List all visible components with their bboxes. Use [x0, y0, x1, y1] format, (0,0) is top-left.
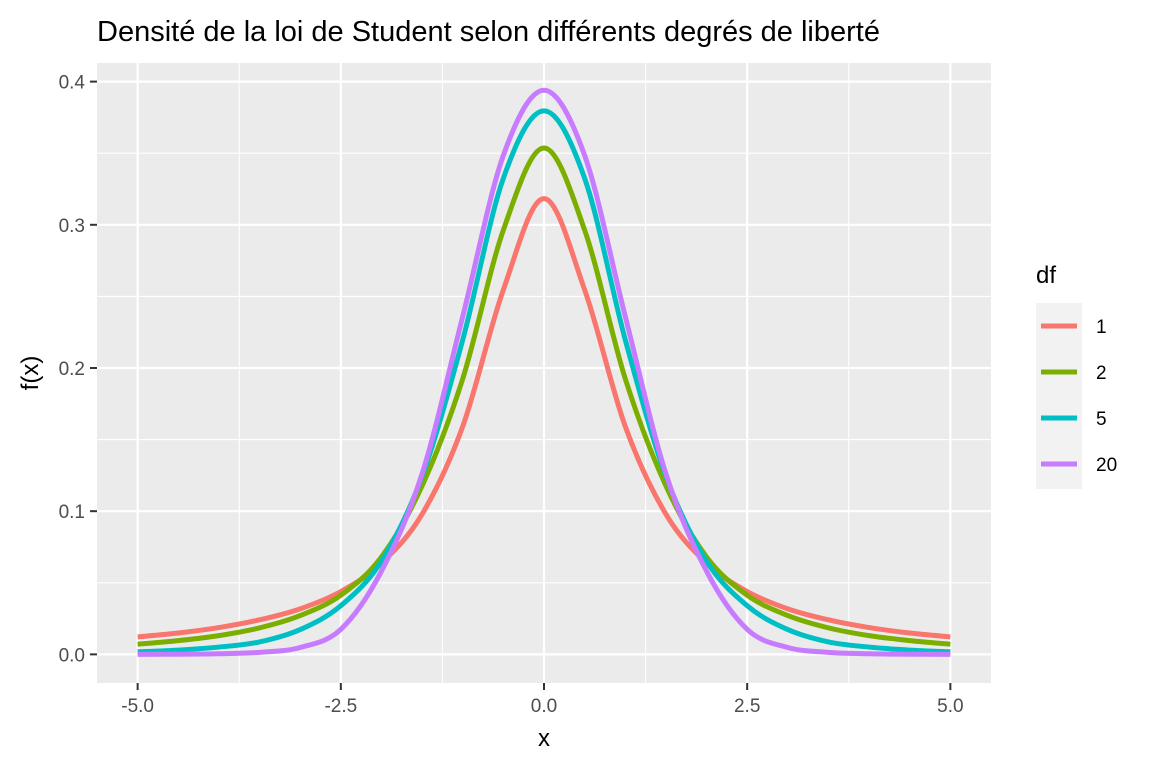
y-tick-label: 0.3: [59, 216, 85, 237]
y-tick-label: 0.1: [59, 502, 85, 523]
legend-title: df: [1036, 262, 1056, 289]
legend: df 1 2 5 20: [1036, 262, 1117, 489]
y-tick-label: 0.4: [59, 73, 86, 94]
x-tick-label: -5.0: [121, 696, 154, 717]
x-axis: -5.0 -2.5 0.0 2.5 5.0: [121, 683, 964, 717]
series-line-df-2: [137, 145, 951, 647]
series-line-df-5: [137, 108, 951, 655]
x-axis-title: x: [538, 725, 550, 752]
chart-title: Densité de la loi de Student selon diffé…: [97, 16, 880, 48]
y-tick-label: 0.2: [59, 359, 85, 380]
legend-label-df-20: 20: [1096, 455, 1117, 476]
y-axis: 0.0 0.1 0.2 0.3 0.4: [59, 73, 97, 666]
y-axis-title: f(x): [17, 356, 44, 391]
series-line-df-20: [137, 87, 951, 657]
legend-label-df-2: 2: [1096, 363, 1107, 384]
series-lines: [137, 87, 951, 657]
x-tick-label: -2.5: [324, 696, 357, 717]
legend-items: 1 2 5 20: [1041, 317, 1117, 476]
x-tick-label: 0.0: [531, 696, 557, 717]
legend-key-background: [1036, 303, 1082, 489]
x-tick-label: 2.5: [734, 696, 760, 717]
legend-label-df-5: 5: [1096, 409, 1107, 430]
legend-label-df-1: 1: [1096, 317, 1107, 338]
y-tick-label: 0.0: [59, 645, 85, 666]
grid-major: [97, 63, 991, 683]
series-line-df-1: [137, 196, 951, 640]
x-tick-label: 5.0: [937, 696, 963, 717]
